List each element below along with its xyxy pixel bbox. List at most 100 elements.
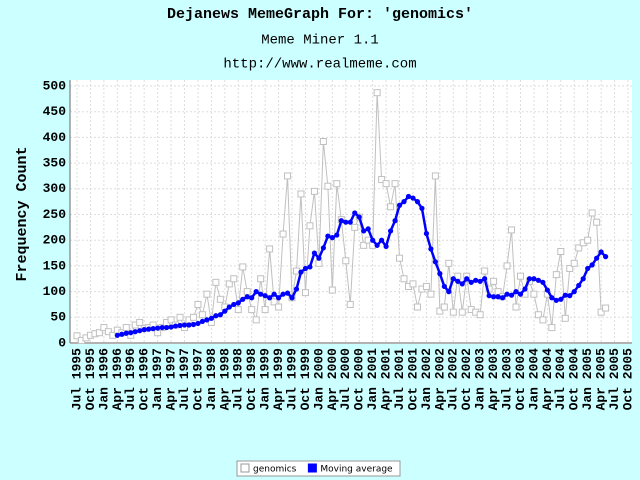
point	[261, 306, 269, 314]
point	[539, 316, 547, 324]
point	[240, 296, 246, 302]
point	[123, 330, 129, 336]
point	[602, 304, 610, 312]
point	[373, 89, 381, 97]
point	[419, 205, 425, 211]
point	[477, 278, 483, 284]
point	[119, 331, 125, 337]
point	[570, 259, 578, 267]
point	[441, 283, 447, 290]
point	[306, 222, 314, 230]
x-tick-label: Apr 2005	[594, 348, 609, 411]
point	[540, 279, 546, 285]
point	[549, 295, 555, 301]
point	[458, 308, 466, 316]
point	[553, 297, 559, 303]
point	[249, 295, 255, 301]
x-tick-label: Apr 1996	[110, 348, 125, 411]
point	[575, 244, 583, 252]
point	[324, 182, 332, 190]
point	[379, 237, 385, 243]
x-tick-label: Apr 2002	[432, 348, 447, 411]
point	[203, 290, 211, 298]
point	[597, 308, 605, 316]
point	[495, 294, 501, 300]
point	[584, 236, 592, 244]
x-tick-label: Jul 1999	[284, 348, 299, 411]
x-tick-label: Apr 1997	[164, 348, 179, 410]
point	[239, 263, 247, 271]
x-tick-label: Oct 1996	[137, 348, 152, 411]
point	[387, 228, 394, 234]
point	[267, 295, 273, 301]
point	[346, 300, 354, 308]
point	[257, 275, 265, 283]
x-tick-label: Jan 2004	[526, 348, 541, 411]
point	[486, 293, 492, 299]
point	[526, 276, 533, 282]
point	[481, 267, 489, 275]
point	[535, 277, 542, 283]
x-tick-label: Oct 2002	[459, 348, 474, 411]
point	[186, 322, 192, 328]
point	[396, 254, 404, 262]
x-tick-label: Oct 2001	[405, 348, 420, 411]
point	[566, 264, 574, 272]
point	[351, 223, 359, 231]
x-tick-label: Oct 2004	[567, 348, 582, 411]
point	[310, 187, 318, 195]
point	[208, 315, 214, 321]
point	[136, 318, 144, 326]
point	[522, 286, 528, 292]
x-tick-label: Oct 1999	[298, 348, 313, 411]
point	[534, 311, 542, 319]
point	[315, 259, 323, 267]
point	[243, 288, 251, 296]
point	[561, 314, 569, 322]
point	[73, 332, 81, 340]
point	[576, 282, 582, 289]
point	[122, 324, 130, 332]
point	[431, 172, 439, 180]
point	[352, 210, 358, 216]
x-tick-label: Oct 2000	[352, 348, 367, 411]
point	[95, 329, 103, 337]
x-tick-label: Jan 1998	[204, 348, 219, 411]
point	[167, 316, 175, 324]
point	[271, 291, 277, 297]
point	[491, 294, 497, 300]
point	[468, 279, 474, 285]
point	[504, 291, 510, 297]
x-tick-label: Oct 1998	[244, 348, 259, 411]
point	[440, 303, 448, 311]
point	[589, 262, 595, 268]
point	[284, 172, 292, 180]
point	[248, 306, 256, 314]
x-tick-label: Apr 2004	[540, 348, 555, 411]
point	[141, 327, 147, 333]
point	[316, 255, 322, 261]
legend-swatch	[307, 463, 317, 473]
point	[172, 323, 179, 329]
point	[413, 303, 421, 311]
point	[302, 265, 309, 272]
point	[552, 271, 560, 279]
legend-swatch	[240, 463, 250, 473]
point	[338, 218, 344, 224]
chart-title: Dejanews MemeGraph For: 'genomics'	[167, 6, 473, 23]
x-tick-label: Oct 2005	[620, 348, 635, 411]
point	[155, 325, 161, 331]
point	[405, 193, 412, 200]
point	[199, 318, 206, 325]
point	[360, 241, 368, 249]
point	[530, 290, 538, 298]
point	[396, 202, 403, 208]
x-tick-label: Jan 2003	[473, 348, 488, 411]
x-tick-label: Jul 1996	[123, 348, 138, 411]
point	[163, 324, 170, 331]
point	[301, 289, 309, 297]
point	[204, 317, 210, 323]
point	[361, 228, 367, 234]
x-tick-label: Apr 2000	[325, 348, 340, 411]
point	[244, 294, 250, 300]
